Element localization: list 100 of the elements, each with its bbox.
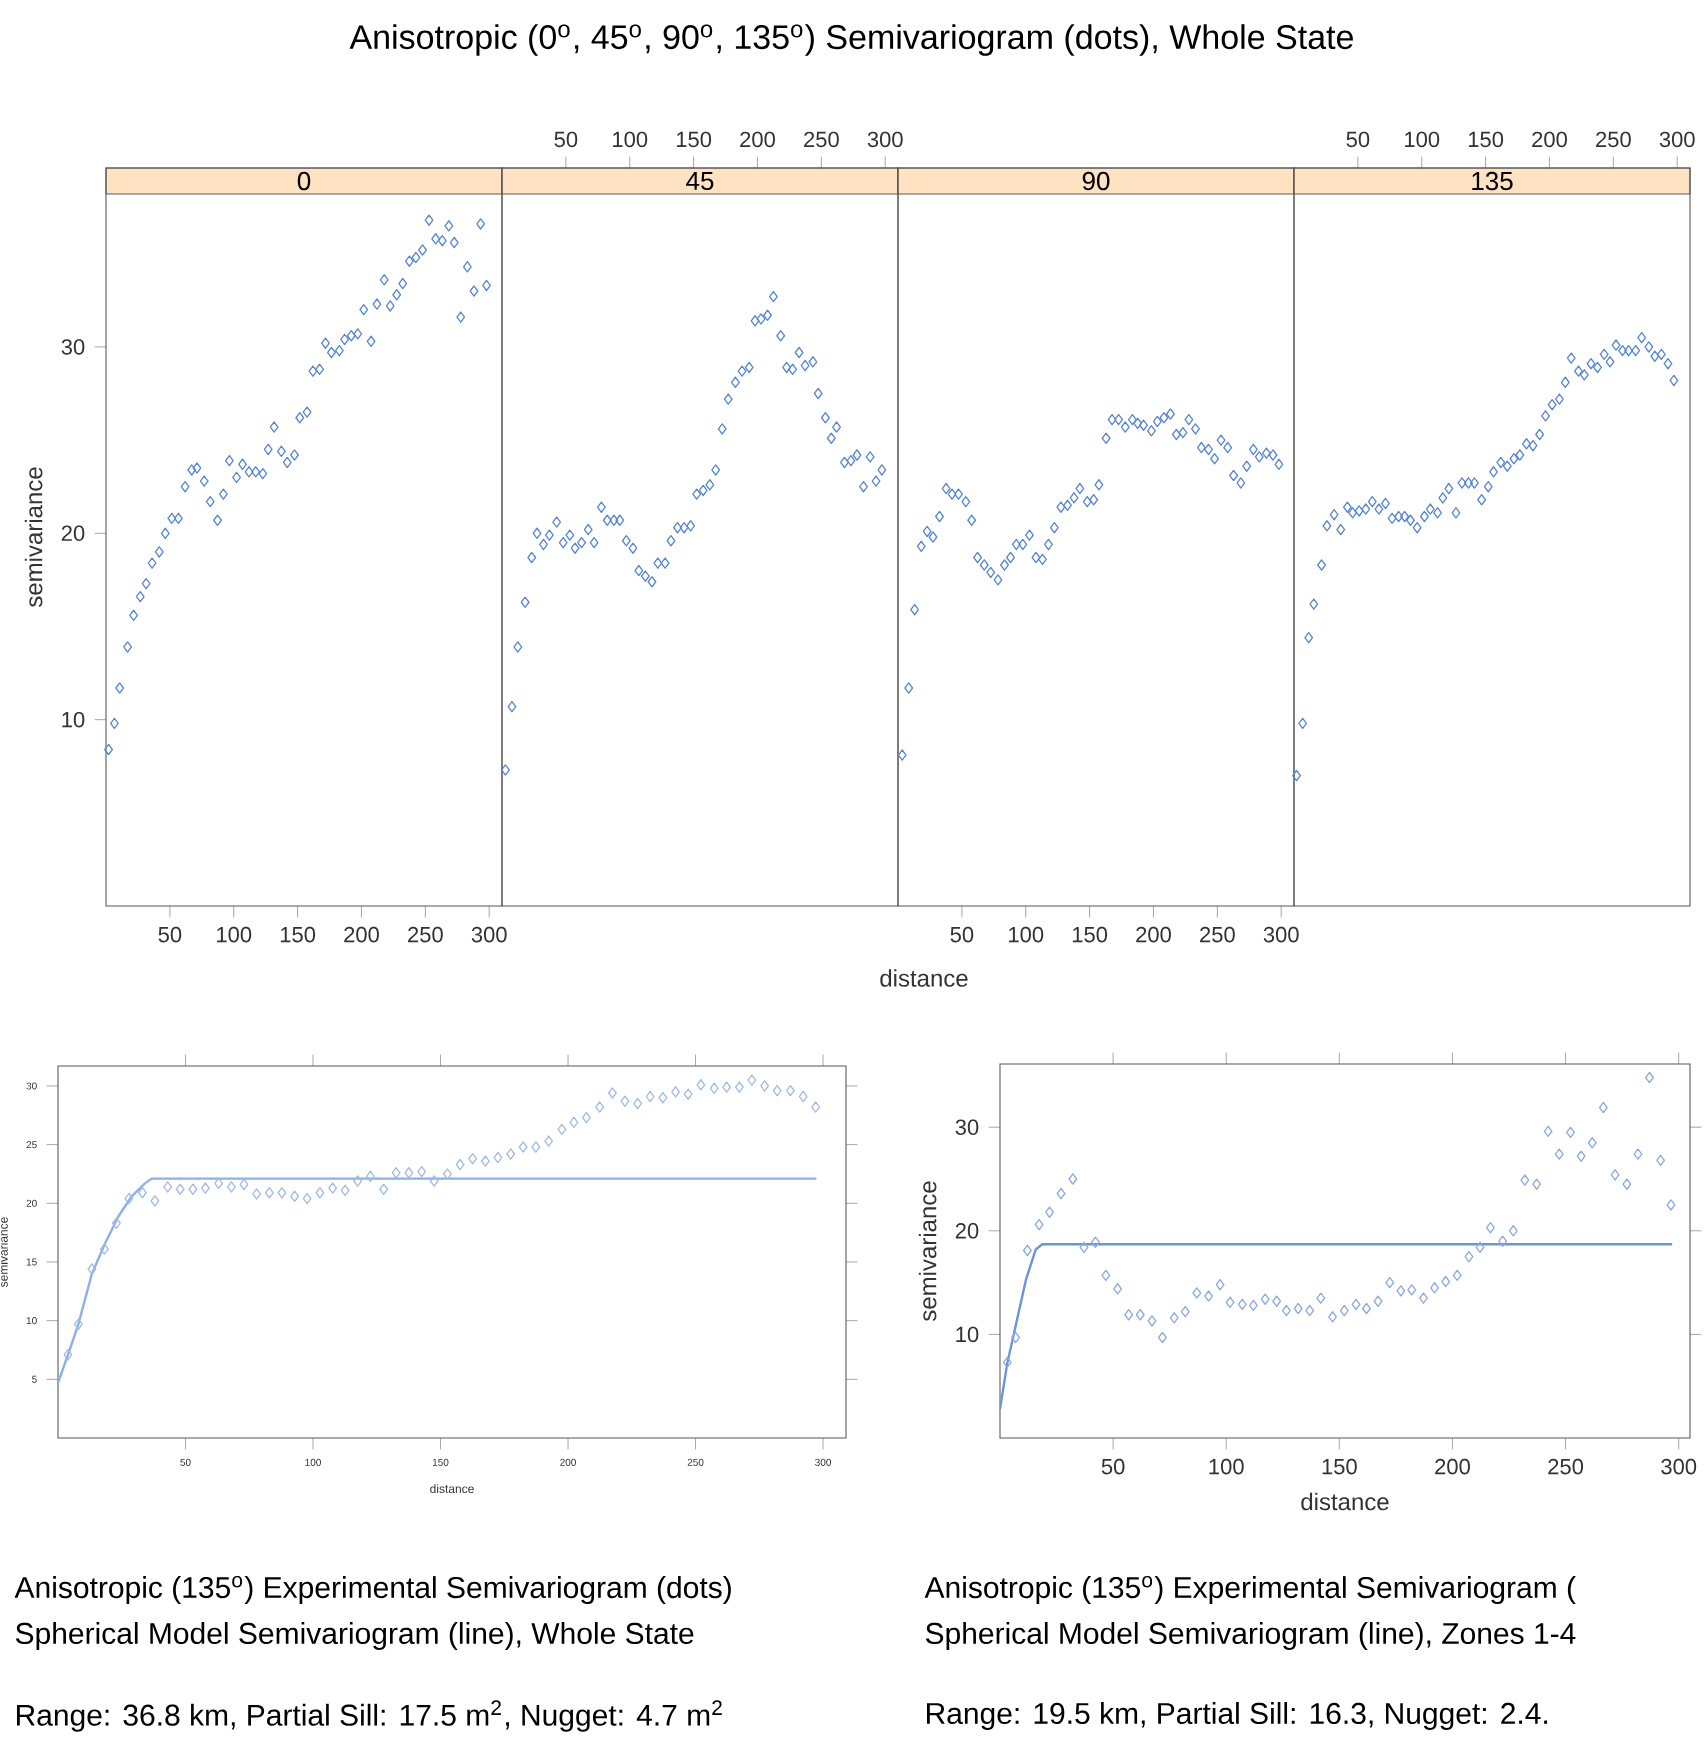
point (577, 536, 587, 549)
x-tick-label: 150 (1468, 131, 1504, 148)
point (1107, 413, 1117, 426)
point (1610, 1169, 1620, 1181)
point (1566, 352, 1576, 364)
point (747, 1074, 757, 1086)
point (865, 451, 875, 463)
point (1089, 494, 1099, 506)
point (696, 1079, 706, 1091)
point (135, 590, 145, 603)
point (520, 596, 530, 608)
point (1452, 1269, 1462, 1282)
point (709, 1082, 719, 1095)
point (1520, 1174, 1530, 1186)
point (1024, 529, 1034, 541)
point (493, 1151, 503, 1164)
point (609, 514, 619, 526)
point (763, 309, 773, 321)
point (188, 1183, 198, 1195)
point (418, 244, 428, 256)
point (1223, 441, 1233, 454)
point (1268, 449, 1278, 461)
x-tick-label: 100 (1405, 131, 1440, 148)
point (462, 261, 472, 273)
point (192, 462, 202, 474)
point (776, 330, 786, 342)
chart-title: 0 (297, 171, 311, 191)
point (615, 514, 625, 526)
point (109, 717, 119, 730)
point (565, 529, 575, 541)
x-tick-label: 250 (408, 926, 443, 943)
point (1576, 1150, 1586, 1162)
y-tick-label: 20 (955, 1223, 979, 1239)
point (768, 290, 778, 303)
point (634, 564, 644, 577)
point (1586, 357, 1596, 370)
x-tick-label: 100 (613, 131, 648, 148)
point (224, 454, 234, 467)
point (1180, 1305, 1190, 1318)
point (1159, 412, 1169, 424)
point (1496, 456, 1506, 469)
point (800, 359, 810, 372)
point (1485, 1221, 1495, 1234)
point (1248, 1299, 1258, 1312)
point (1147, 1315, 1157, 1327)
point (214, 1177, 224, 1190)
x-tick-label: 50 (158, 926, 182, 943)
y-tick-label: 10 (956, 1326, 979, 1343)
y-tick-label: 30 (61, 339, 85, 355)
point (1444, 482, 1454, 495)
point (1045, 1206, 1055, 1218)
point (104, 743, 114, 756)
point (1101, 432, 1111, 444)
point (1451, 507, 1461, 519)
x-tick-label: 200 (1435, 1458, 1470, 1475)
x-tick-label: 300 (867, 131, 903, 148)
point (163, 1181, 173, 1193)
point (1196, 441, 1206, 454)
point (1400, 510, 1410, 523)
point (607, 1087, 617, 1099)
point (1139, 419, 1148, 431)
x-tick-label: 50 (1101, 1458, 1125, 1475)
point (160, 527, 170, 540)
x-tick-label: 150 (676, 131, 712, 148)
point (620, 1095, 630, 1107)
point (557, 1123, 567, 1136)
point (1304, 631, 1314, 644)
point (1354, 505, 1364, 517)
point (692, 488, 702, 500)
point (1633, 1148, 1643, 1160)
point (1528, 439, 1538, 452)
point (785, 1084, 795, 1097)
point (87, 1263, 97, 1275)
point (640, 570, 650, 582)
point (124, 1192, 134, 1205)
point (468, 1152, 478, 1165)
point (137, 1187, 147, 1199)
point (570, 542, 580, 554)
point (366, 335, 376, 348)
point (1152, 415, 1162, 428)
point (722, 1081, 732, 1093)
point (379, 274, 389, 286)
point (711, 464, 721, 476)
point (449, 236, 459, 249)
point (469, 285, 479, 297)
point (531, 1141, 541, 1153)
point (290, 449, 300, 461)
point (993, 574, 1003, 586)
point (1336, 523, 1346, 536)
point (277, 1187, 287, 1199)
point (1000, 559, 1010, 571)
point (596, 501, 606, 513)
point (1566, 1126, 1576, 1139)
text: Range: 36.8 km, Partial Sill: 17.5 m$^{2}$, Nugget: 4.7 m$^{2}$ (17, 1700, 722, 1732)
point (904, 682, 914, 694)
point (404, 1167, 414, 1179)
point (581, 1111, 591, 1124)
point (1101, 1269, 1111, 1282)
point (1316, 1292, 1326, 1304)
point (1281, 1304, 1291, 1317)
